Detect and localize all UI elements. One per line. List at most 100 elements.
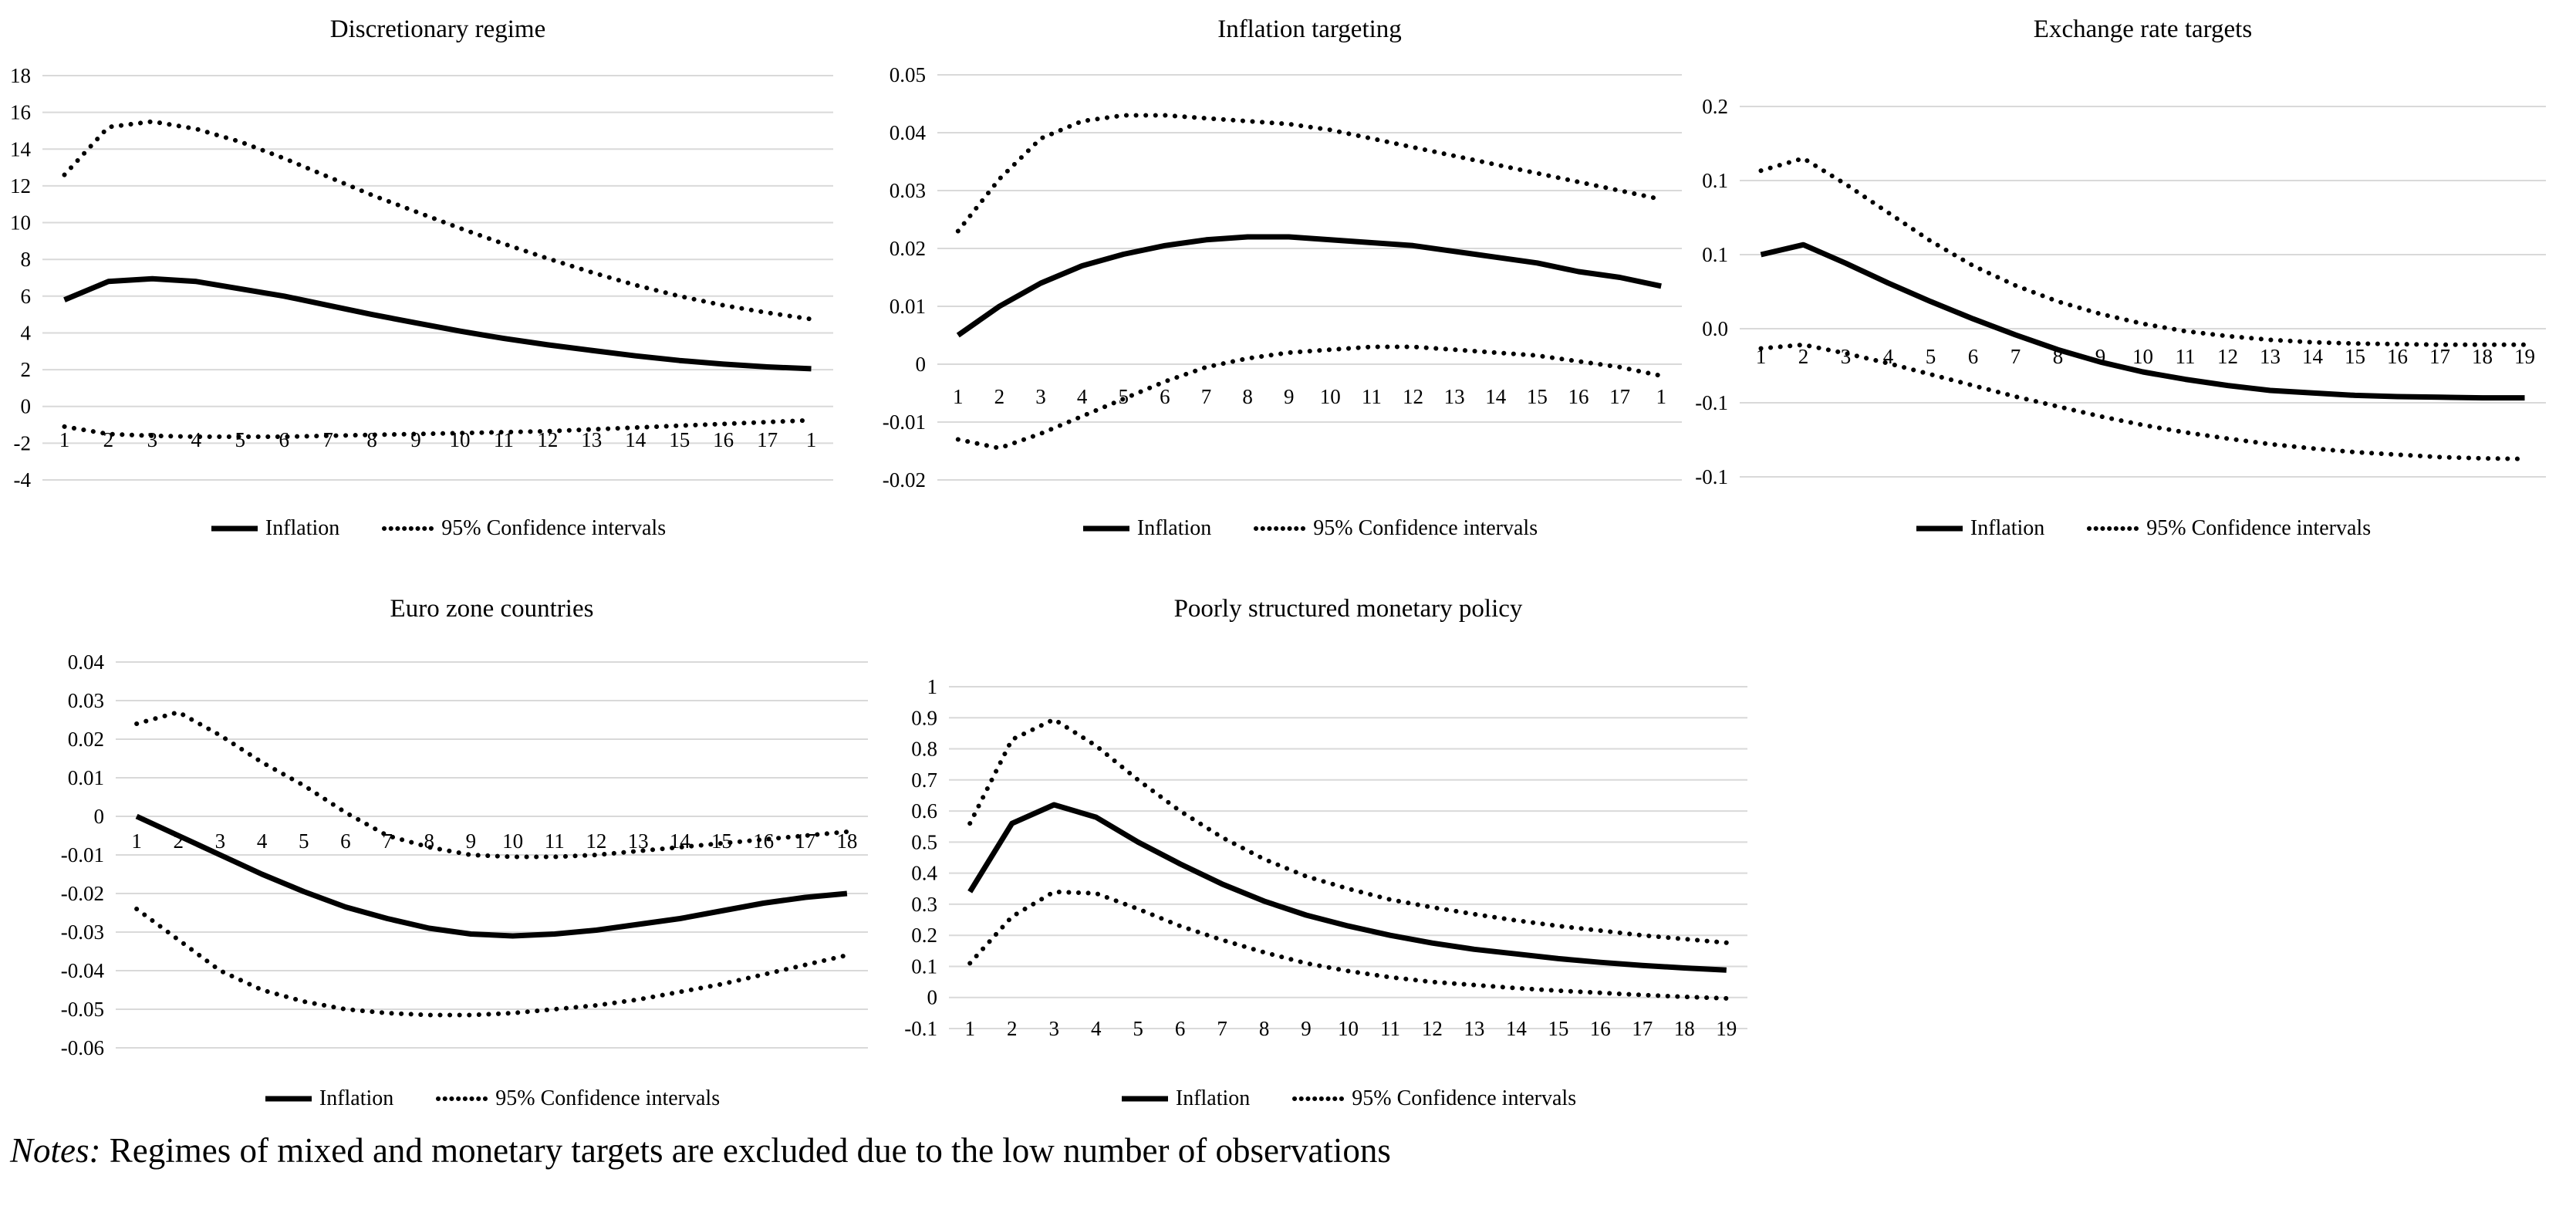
x-tick-label: 3 <box>1048 1017 1059 1040</box>
y-tick-label: 0.1 <box>911 955 937 978</box>
legend-item-ci: 95% Confidence intervals <box>381 515 666 542</box>
x-tick-label: 19 <box>1716 1017 1737 1040</box>
legend: Inflation 95% Confidence intervals <box>130 1086 855 1112</box>
y-tick-label: 0.7 <box>911 769 937 792</box>
x-tick-label: 10 <box>450 428 471 451</box>
x-tick-label: 1 <box>1756 345 1767 368</box>
x-tick-label: 6 <box>1175 1017 1186 1040</box>
x-tick-label: 1 <box>953 385 964 408</box>
x-tick-label: 5 <box>235 428 246 451</box>
y-axis-labels: 18 16 14 12 10 8 6 4 2 0 -2 -4 <box>10 64 32 492</box>
x-tick-label: 14 <box>625 428 647 451</box>
gridlines <box>937 74 1682 481</box>
y-tick-label: 0.02 <box>68 728 104 751</box>
x-tick-label: 18 <box>1674 1017 1695 1040</box>
x-tick-label: 4 <box>1883 345 1894 368</box>
y-tick-label: 8 <box>21 248 32 271</box>
y-tick-label: 0.2 <box>1702 95 1728 118</box>
x-tick-label: 12 <box>586 829 606 853</box>
x-tick-label: 1 <box>131 829 142 853</box>
series-ci-upper <box>134 709 849 860</box>
chart-title: Discretionary regime <box>329 15 546 43</box>
series-ci-upper <box>1758 155 2527 347</box>
x-tick-label: 1 <box>59 428 70 451</box>
x-tick-label: 9 <box>1301 1017 1312 1040</box>
x-tick-label: 1 <box>806 428 817 451</box>
y-tick-label: 0 <box>21 395 32 418</box>
series-inflation <box>956 234 1662 338</box>
x-tick-label: 11 <box>2176 345 2196 368</box>
x-tick-label: 1 <box>964 1017 975 1040</box>
x-tick-label: 4 <box>191 428 202 451</box>
legend-label-ci: 95% Confidence intervals <box>2146 516 2372 540</box>
x-tick-label: 13 <box>1444 385 1465 408</box>
y-tick-label: 0.05 <box>890 63 926 86</box>
x-tick-label: 9 <box>466 829 477 853</box>
inflation-line-sample-icon <box>1121 1096 1168 1102</box>
x-tick-label: 11 <box>494 428 514 451</box>
y-tick-label: 4 <box>21 322 32 345</box>
legend: Inflation 95% Confidence intervals <box>76 515 801 542</box>
x-tick-label: 10 <box>1320 385 1341 408</box>
gridlines <box>116 661 868 1049</box>
legend-label-inflation: Inflation <box>1136 516 1212 540</box>
x-tick-label: 16 <box>1590 1017 1611 1040</box>
y-tick-label: 0.8 <box>911 738 937 761</box>
x-tick-label: 15 <box>1548 1017 1568 1040</box>
legend: Inflation 95% Confidence intervals <box>986 1086 1711 1112</box>
x-tick-label: 17 <box>1632 1017 1653 1040</box>
gridlines <box>949 686 1747 1029</box>
x-tick-label: 8 <box>1259 1017 1270 1040</box>
legend-item-ci: 95% Confidence intervals <box>2086 515 2371 542</box>
inflation-line-sample-icon <box>1082 525 1129 532</box>
y-axis-labels: 0.05 0.04 0.03 0.02 0.01 0 -0.01 -0.02 <box>883 63 927 492</box>
x-tick-label: 12 <box>2217 345 2238 368</box>
x-tick-label: 6 <box>279 428 289 451</box>
chart-inflation-targeting: 0.05 0.04 0.03 0.02 0.01 0 -0.01 -0.02 1 2 3 4 5 6 7 8 9… <box>837 0 1717 575</box>
ci-dotted-line-sample-icon <box>2087 526 2141 531</box>
y-axis-labels: 0.04 0.03 0.02 0.01 0 -0.01 -0.02 -0.03 -0.04 -0.… <box>61 650 105 1059</box>
legend-item-inflation: Inflation <box>1120 1086 1250 1112</box>
x-axis-labels: 1 2 3 4 5 6 7 8 9 10 11 12 13 14 15 16 17 1 <box>953 385 1666 408</box>
x-tick-label: 11 <box>1362 385 1382 408</box>
x-tick-label: 5 <box>1926 345 1936 368</box>
x-tick-label: 12 <box>1422 1017 1443 1040</box>
series-ci-upper <box>62 119 814 322</box>
y-tick-label: 0.0 <box>1702 317 1728 340</box>
y-tick-label: 0.2 <box>911 924 937 947</box>
x-tick-label: 15 <box>669 428 690 451</box>
chart-title: Inflation targeting <box>1217 15 1402 43</box>
y-tick-label: 0.02 <box>890 237 926 260</box>
series-inflation <box>63 275 812 372</box>
legend-item-ci: 95% Confidence intervals <box>1291 1086 1576 1112</box>
x-tick-label: 7 <box>382 829 393 853</box>
series-inflation <box>967 802 1727 973</box>
x-tick-label: 17 <box>757 428 778 451</box>
x-tick-label: 10 <box>2132 345 2153 368</box>
x-tick-label: 13 <box>2260 345 2281 368</box>
x-tick-label: 16 <box>713 428 734 451</box>
x-tick-label: 7 <box>1217 1017 1227 1040</box>
legend-label-inflation: Inflation <box>1970 516 2045 540</box>
ci-dotted-line-sample-icon <box>1292 1096 1346 1101</box>
chart-euro-zone-countries: 0.04 0.03 0.02 0.01 0 -0.01 -0.02 -0.03 -0.04 -0.… <box>0 575 880 1129</box>
chart-title: Poorly structured monetary policy <box>1173 595 1523 623</box>
x-tick-label: 13 <box>581 428 602 451</box>
y-tick-label: -4 <box>14 468 32 492</box>
x-tick-label: 3 <box>147 428 158 451</box>
y-tick-label: -0.01 <box>883 410 926 434</box>
y-tick-label: 18 <box>10 64 31 87</box>
x-tick-label: 2 <box>1007 1017 1018 1040</box>
notes-body: Regimes of mixed and monetary targets ar… <box>100 1131 1391 1170</box>
series-ci-lower <box>955 344 1664 451</box>
x-axis-labels: 1 2 3 4 5 6 7 8 9 10 11 12 13 14 15 16 17 18 19 <box>964 1017 1737 1040</box>
euro-zone-countries-plot: 0.04 0.03 0.02 0.01 0 -0.01 -0.02 -0.03 -0.04 -0.… <box>61 650 868 1059</box>
y-tick-label: 0.9 <box>911 706 937 729</box>
x-tick-label: 14 <box>1506 1017 1528 1040</box>
x-tick-label: 17 <box>2429 345 2450 368</box>
chart-title: Euro zone countries <box>390 595 594 623</box>
y-tick-label: 0.3 <box>911 893 937 916</box>
legend-item-inflation: Inflation <box>264 1086 393 1112</box>
series-inflation <box>1760 242 2525 401</box>
x-tick-label: 19 <box>2514 345 2535 368</box>
